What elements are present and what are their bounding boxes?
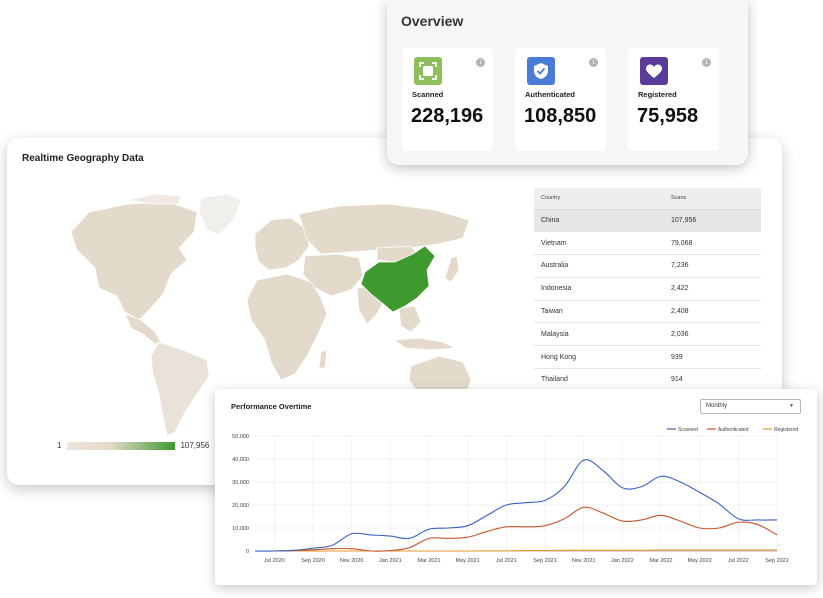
scans-cell: 2,036	[671, 322, 761, 347]
x-tick-label: Sep 2021	[533, 558, 557, 564]
shield-check-icon	[527, 57, 555, 85]
stat-value: 228,196	[411, 105, 484, 127]
country-cell: China	[534, 209, 671, 233]
map-region-japan	[444, 255, 460, 283]
scans-cell: 914	[671, 368, 761, 392]
map-region-africa	[246, 273, 328, 381]
map-region-central-asia	[302, 253, 364, 297]
table-row[interactable]: Indonesia 2,422	[534, 277, 761, 301]
info-icon[interactable]: i	[589, 58, 598, 67]
x-tick-label: Mar 2022	[649, 558, 672, 564]
map-region-indonesia	[394, 337, 457, 351]
x-tick-label: Nov 2020	[340, 558, 364, 564]
stat-label: Scanned	[412, 90, 444, 99]
country-cell: Vietnam	[534, 231, 671, 256]
performance-chart[interactable]: 0 10,000 20,000 30,000 40,000 50,000 Jul 2020 S…	[215, 419, 817, 585]
legend-max: 107,956	[180, 441, 210, 450]
stat-value: 108,850	[524, 105, 597, 127]
x-tick-label: Jul 2022	[728, 558, 749, 564]
overview-title: Overview	[401, 13, 464, 29]
table-row[interactable]: Malaysia 2,036	[534, 322, 761, 347]
scans-cell: 7,236	[671, 254, 761, 278]
chevron-down-icon: ▼	[789, 403, 794, 409]
country-cell: Australia	[534, 254, 671, 278]
x-tick-label: Sep 2022	[765, 558, 789, 564]
period-selected-value: Monthly	[706, 403, 728, 409]
scans-cell: 939	[671, 345, 761, 370]
country-cell: Thailand	[534, 368, 671, 392]
table-row[interactable]: China 107,956	[534, 209, 761, 233]
info-icon[interactable]: i	[702, 58, 711, 67]
series-line-authenticated	[254, 506, 778, 552]
country-table: Country Scans China 107,956 Vietnam 79,068…	[534, 188, 761, 392]
x-tick-label: Nov 2021	[572, 558, 596, 564]
header-scans[interactable]: Scans	[671, 188, 761, 210]
table-header-row: Country Scans	[534, 188, 761, 210]
info-icon[interactable]: i	[476, 58, 485, 67]
country-cell: Taiwan	[534, 300, 671, 324]
performance-card: Performance Overtime Monthly ▼ 0 10,000 20…	[215, 389, 817, 585]
scans-cell: 107,956	[671, 209, 761, 233]
y-tick-label: 0	[246, 549, 249, 555]
legend-label: Registered	[774, 427, 798, 433]
series-line-registered	[255, 549, 777, 552]
x-tick-label: Sep 2020	[301, 558, 325, 564]
map-region-north-america	[70, 201, 198, 321]
y-tick-label: 30,000	[232, 480, 249, 486]
map-region-greenland	[198, 193, 242, 236]
x-tick-label: Jan 2022	[611, 558, 634, 564]
x-tick-label: Jan 2021	[379, 558, 402, 564]
performance-title: Performance Overtime	[231, 402, 312, 411]
scans-cell: 79,068	[671, 231, 761, 256]
map-region-china	[360, 245, 436, 313]
map-region-europe	[254, 217, 310, 271]
series-line-scanned	[254, 459, 778, 552]
legend-label: Scanned	[678, 427, 698, 433]
map-region-madagascar	[318, 349, 328, 369]
y-tick-label: 40,000	[232, 457, 249, 463]
stat-label: Authenticated	[525, 90, 576, 99]
stat-label: Registered	[638, 90, 677, 99]
legend-min: 1	[57, 441, 62, 450]
header-country[interactable]: Country	[534, 188, 671, 210]
map-region-central-america	[124, 313, 162, 345]
scans-cell: 2,422	[671, 277, 761, 301]
table-row[interactable]: Vietnam 79,068	[534, 231, 761, 256]
map-region-russia	[298, 203, 470, 255]
table-row[interactable]: Australia 7,236	[534, 254, 761, 278]
country-cell: Malaysia	[534, 322, 671, 347]
table-row[interactable]: Hong Kong 939	[534, 345, 761, 370]
heart-icon	[640, 57, 668, 85]
table-row[interactable]: Thailand 914	[534, 368, 761, 392]
table-row[interactable]: Taiwan 2,408	[534, 300, 761, 324]
stat-card-scanned[interactable]: i Scanned 228,196	[402, 48, 493, 151]
geography-title: Realtime Geography Data	[22, 153, 144, 164]
map-region-south-america	[150, 341, 210, 437]
y-tick-label: 50,000	[232, 434, 249, 440]
x-tick-label: May 2021	[456, 558, 480, 564]
country-cell: Hong Kong	[534, 345, 671, 370]
legend-label: Authenticated	[718, 427, 749, 433]
stat-value: 75,958	[637, 105, 699, 127]
map-region-southeast-asia	[398, 305, 422, 333]
stat-card-authenticated[interactable]: i Authenticated 108,850	[515, 48, 606, 151]
scans-cell: 2,408	[671, 300, 761, 324]
overview-card: Overview i Scanned 228,196 i Authenticat…	[387, 0, 748, 165]
map-legend: 1 107,956	[57, 441, 209, 450]
scan-icon	[414, 57, 442, 85]
y-tick-label: 10,000	[232, 526, 249, 532]
map-region-arctic-islands	[128, 193, 182, 205]
stat-card-registered[interactable]: i Registered 75,958	[628, 48, 719, 151]
x-tick-label: Jul 2020	[264, 558, 285, 564]
country-cell: Indonesia	[534, 277, 671, 301]
x-tick-label: Mar 2021	[417, 558, 440, 564]
legend-gradient-bar	[67, 441, 176, 450]
x-tick-label: Jul 2021	[496, 558, 517, 564]
x-tick-label: May 2022	[688, 558, 712, 564]
y-tick-label: 20,000	[232, 503, 249, 509]
period-select[interactable]: Monthly ▼	[700, 399, 801, 414]
